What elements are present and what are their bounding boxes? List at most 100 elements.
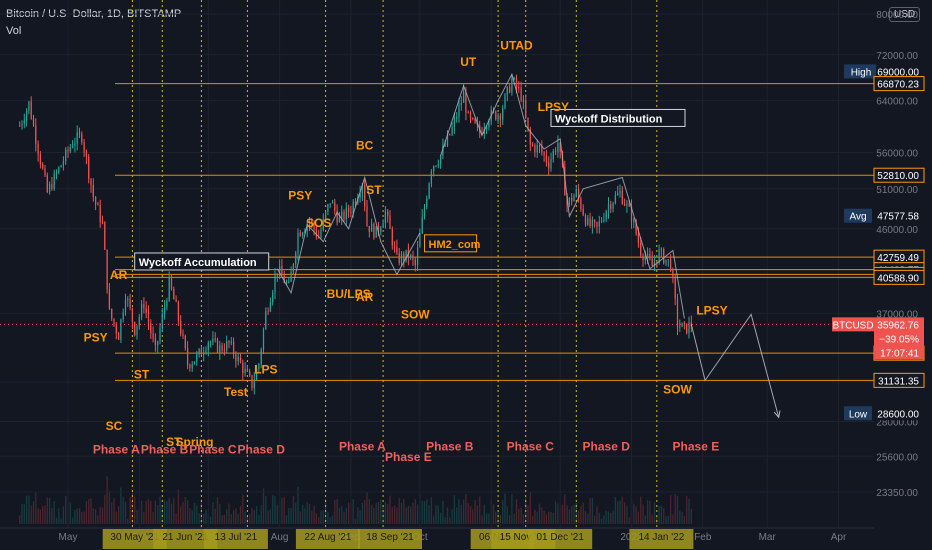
candles: [19, 73, 692, 395]
y-tick-label: 56000.00: [876, 148, 918, 159]
volume-bar: [173, 497, 175, 524]
candle-body: [345, 207, 347, 220]
candle-body: [228, 341, 230, 343]
volume-indicator-label[interactable]: Vol: [6, 25, 22, 37]
candle-body: [124, 299, 127, 313]
highlight-date-label: 18 Sep '21: [366, 532, 414, 543]
volume-bar: [449, 517, 451, 524]
volume-bar: [663, 508, 665, 524]
candle-body: [161, 314, 163, 329]
currency-button[interactable]: USD: [889, 7, 921, 22]
level-labels: High 69000.00 66870.23 52810.00 Avg 47577.58 4…: [844, 64, 925, 421]
volume-bar: [290, 508, 292, 524]
candle-body: [667, 259, 669, 261]
event-label: LPS: [254, 362, 277, 376]
event-label: SC: [106, 419, 123, 433]
volume-bar: [373, 507, 375, 524]
volume-bar: [554, 501, 557, 524]
candle-body: [324, 212, 327, 219]
volume-bar: [366, 492, 368, 524]
volume-bar: [465, 494, 467, 524]
candle-body: [393, 245, 396, 247]
candle-body: [315, 229, 318, 237]
volume-bar: [626, 506, 628, 524]
volume-bar: [74, 509, 76, 524]
annotation-box: HM2_com: [424, 234, 481, 253]
candle-body: [511, 78, 513, 93]
volume-bar: [186, 500, 189, 524]
phase-label: Phase B: [141, 442, 189, 456]
volume-bar: [94, 509, 97, 524]
volume-bar: [274, 496, 276, 524]
candle-body: [391, 228, 393, 246]
volume-bar: [656, 515, 658, 524]
volume-bar: [660, 505, 663, 524]
volume-bar: [62, 506, 65, 524]
volume-bar: [55, 517, 58, 524]
candle-body: [51, 184, 53, 189]
volume-bar: [672, 514, 674, 524]
candle-body: [635, 220, 637, 234]
candle-body: [251, 375, 253, 389]
candle-body: [338, 217, 341, 223]
volume-bar: [456, 507, 458, 524]
event-label: UTAD: [500, 39, 533, 53]
volume-bar: [177, 489, 180, 524]
volume-bar: [370, 505, 373, 524]
x-tick-label: Mar: [759, 532, 777, 543]
volume-bar: [189, 507, 191, 524]
volume-bar: [21, 503, 23, 524]
candle-body: [582, 209, 584, 216]
volume-bar: [568, 509, 571, 524]
volume-bar: [255, 506, 258, 524]
volume-bar: [412, 502, 414, 524]
candle-body: [331, 202, 334, 204]
current-price-change: −39.05%: [879, 334, 919, 345]
volume-bar: [209, 516, 212, 524]
volume-bar: [469, 506, 472, 524]
volume-bar: [513, 513, 515, 524]
volume-bar: [667, 515, 669, 524]
candle-body: [481, 132, 483, 134]
candle-body: [329, 203, 331, 205]
volume-bar: [262, 488, 265, 524]
candle-body: [488, 121, 490, 127]
candle-body: [366, 206, 368, 227]
phase-label: Phase E: [385, 450, 432, 464]
candle-body: [373, 223, 375, 238]
candle-body: [651, 258, 653, 266]
volume-bar: [106, 476, 108, 524]
candle-body: [414, 259, 416, 266]
event-label: BU/LPS: [327, 287, 371, 301]
candle-body: [313, 222, 315, 230]
current-price-tag-bg: [874, 317, 924, 360]
volume-bar: [605, 510, 607, 524]
candle-body: [545, 155, 548, 163]
volume-bar: [407, 505, 410, 524]
highlight-date-bg: [102, 529, 167, 549]
event-label: UT: [460, 55, 477, 69]
volume-bar: [485, 513, 488, 524]
volume-bar: [688, 498, 690, 524]
candle-body: [387, 211, 389, 216]
candle-body: [97, 203, 99, 206]
volume-bar: [35, 492, 37, 524]
candle-body: [573, 195, 575, 202]
candle-body: [262, 329, 265, 350]
volume-bar: [357, 507, 359, 524]
candle-body: [336, 210, 338, 223]
candle-body: [384, 211, 387, 224]
volume-bar: [111, 502, 113, 524]
volume-bar: [423, 501, 426, 524]
volume-bar: [281, 497, 283, 524]
volume-bar: [481, 515, 483, 524]
x-tick-label: Feb: [694, 532, 712, 543]
candle-body: [380, 227, 382, 232]
candle-body: [658, 249, 660, 264]
volume-bar: [623, 502, 626, 524]
candle-body: [290, 271, 292, 282]
candle-body: [62, 161, 65, 166]
volume-bar: [557, 503, 559, 524]
